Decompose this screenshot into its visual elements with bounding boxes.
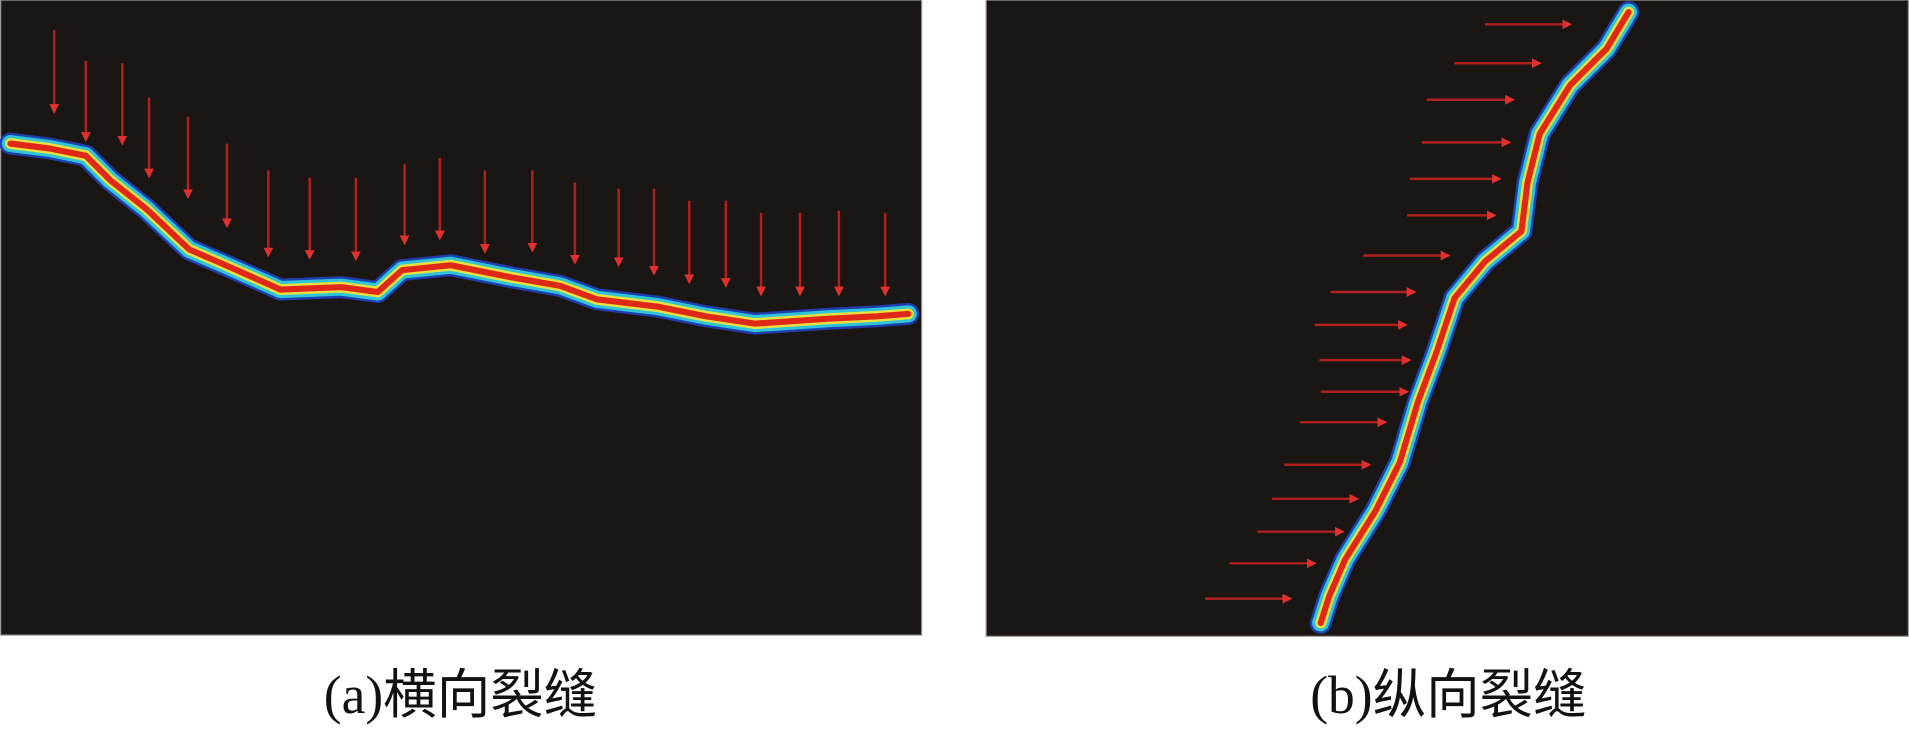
panel-a-caption: (a)横向裂缝 — [324, 665, 597, 725]
panel-b-caption: (b)纵向裂缝 — [1310, 665, 1586, 725]
transverse-crack — [7, 140, 912, 327]
longitudinal-crack — [1317, 9, 1632, 626]
crack-overlays — [0, 1, 1640, 634]
